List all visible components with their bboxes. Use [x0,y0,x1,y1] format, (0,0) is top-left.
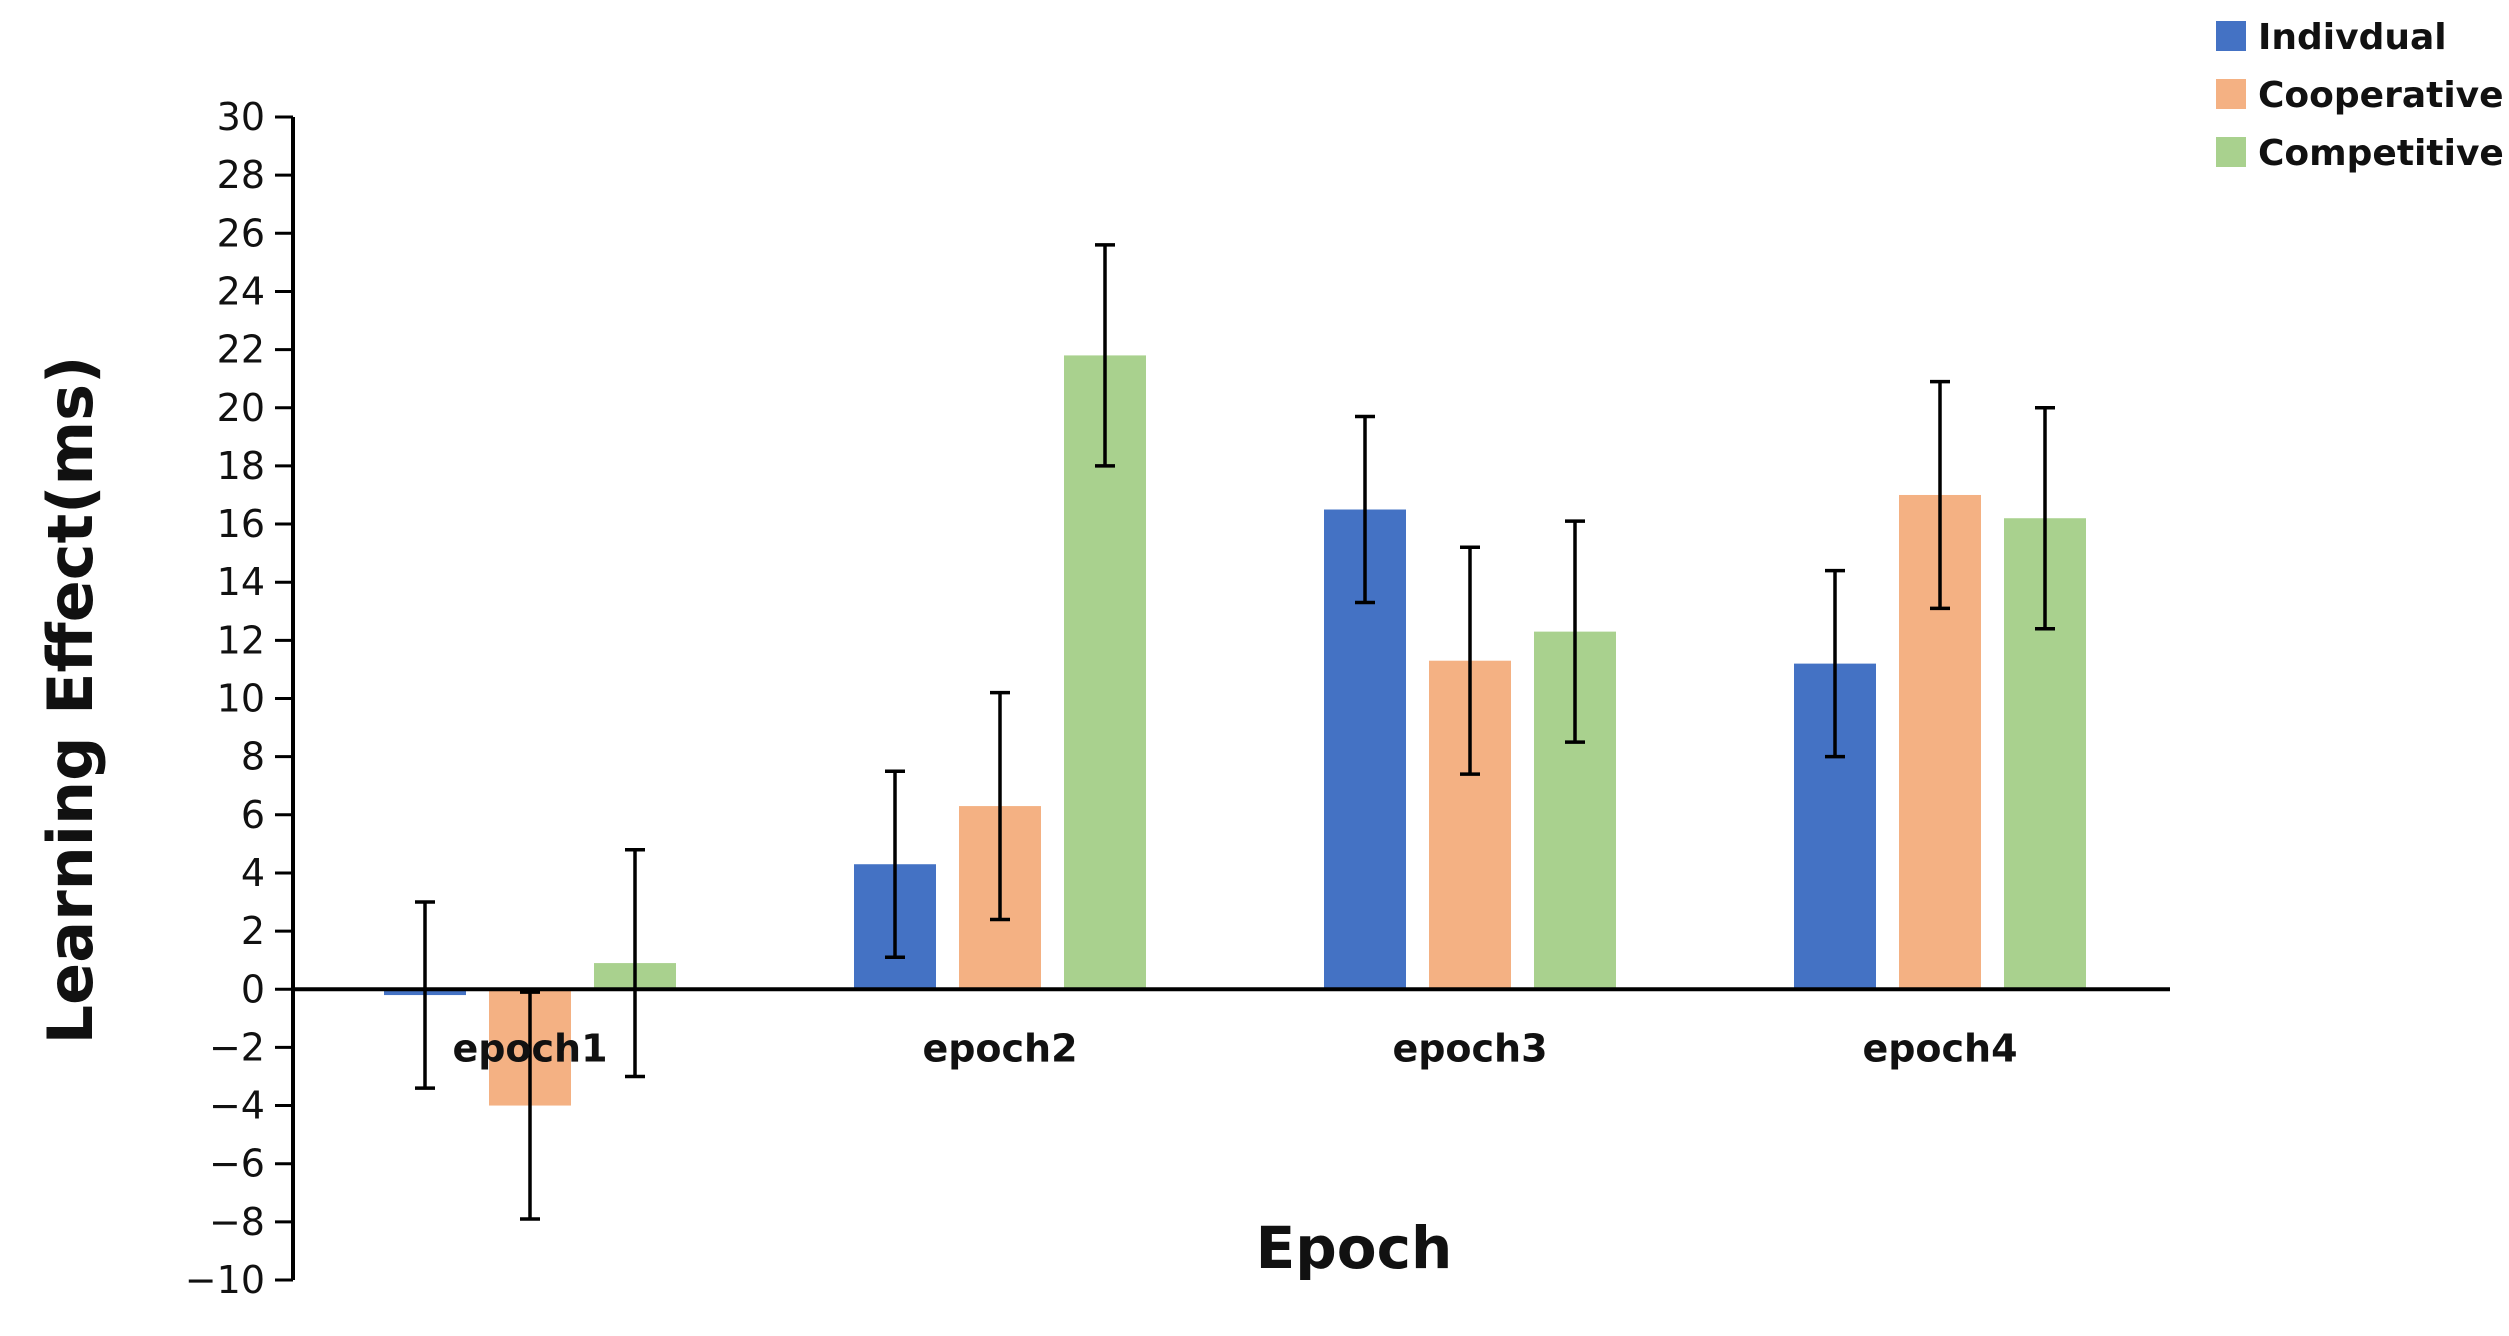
bars [384,355,2086,1106]
y-tick-label: 4 [241,851,265,895]
y-tick-label: 28 [217,153,265,197]
legend-label-cooperative: Cooperative [2258,75,2504,116]
y-tick-label: 6 [241,793,265,837]
y-tick-label: 18 [217,444,265,488]
legend-swatch-indivdual [2216,21,2246,51]
y-tick-label: −6 [209,1142,265,1186]
y-tick-label: 22 [217,328,265,372]
legend-swatch-competitive [2216,137,2246,167]
y-tick-label: −2 [209,1025,265,1069]
y-tick-label: −10 [185,1258,265,1302]
x-category-label-epoch4: epoch4 [1862,1026,2017,1070]
y-tick-label: 10 [217,677,265,721]
y-tick-label: 14 [217,560,265,604]
legend: Indivdual Cooperative Competitive [2216,17,2504,174]
y-tick-label: 20 [217,386,265,430]
y-tick-label: 24 [217,269,265,313]
y-tick-label: 16 [217,502,265,546]
error-bars [415,243,2055,1221]
x-axis-category-labels: epoch1 epoch2 epoch3 epoch4 [452,1026,2017,1070]
x-axis-title: Epoch [1256,1214,1453,1282]
x-category-label-epoch3: epoch3 [1392,1026,1547,1070]
y-tick-label: 12 [217,618,265,662]
y-tick-label: 30 [217,95,265,139]
y-axis-title: Learning Effect(ms) [34,356,107,1045]
y-tick-label: 26 [217,211,265,255]
legend-swatch-cooperative [2216,79,2246,109]
y-tick-label: 2 [241,909,265,953]
y-tick-label: 0 [241,967,265,1011]
legend-label-competitive: Competitive [2258,133,2504,174]
legend-label-indivdual: Indivdual [2258,17,2447,58]
x-category-label-epoch2: epoch2 [922,1026,1077,1070]
y-tick-label: 8 [241,735,265,779]
x-category-label-epoch1: epoch1 [452,1026,607,1070]
y-tick-label: −4 [209,1084,265,1128]
y-tick-label: −8 [209,1200,265,1244]
